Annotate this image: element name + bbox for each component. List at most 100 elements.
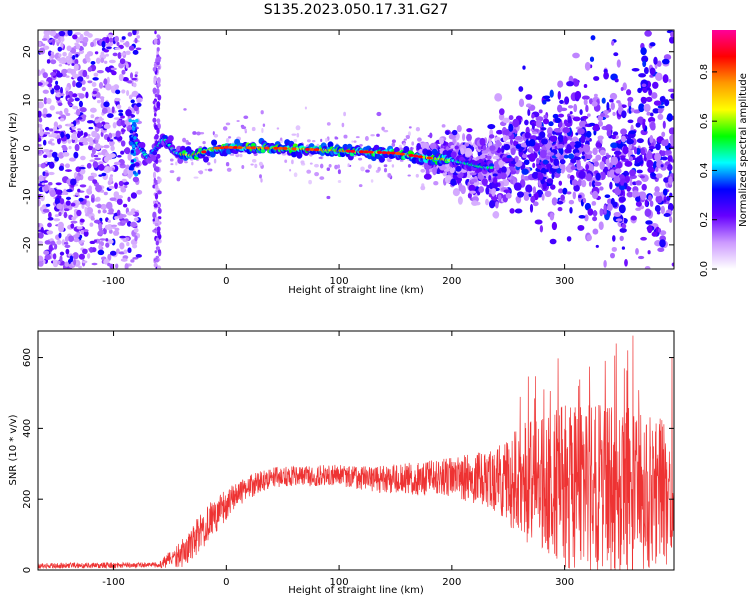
- spectrogram-cell: [665, 149, 672, 155]
- spectrogram-ridge-cell: [131, 144, 136, 148]
- spectrogram-cell: [130, 192, 137, 199]
- spectrogram-cell: [581, 95, 590, 100]
- spectrogram-cell: [130, 221, 138, 228]
- spectrogram-cell: [50, 54, 55, 59]
- spectrogram-cell: [59, 86, 64, 94]
- spectrogram-cell: [103, 49, 110, 53]
- spectrogram-cell: [226, 167, 232, 172]
- spectrogram-cell: [222, 126, 228, 131]
- spectrogram-cell: [571, 179, 578, 187]
- spectrogram-cell: [289, 168, 292, 172]
- spectrogram-ridge-cell: [395, 151, 401, 155]
- spectrogram-cell: [121, 220, 127, 224]
- spectrogram-cell: [108, 229, 113, 234]
- spectrogram-cell: [604, 194, 611, 199]
- spectrogram-cell: [593, 93, 598, 98]
- spectrogram-cell: [56, 70, 61, 76]
- spectrogram-cell: [403, 138, 407, 141]
- spectrogram-cell: [452, 188, 460, 197]
- spectrogram-cell: [202, 141, 206, 145]
- spectrogram-cell: [328, 163, 332, 168]
- spectrogram-cell: [260, 178, 263, 183]
- spectrogram-cell: [136, 102, 142, 108]
- spectrogram-cell: [70, 178, 77, 186]
- spectrogram-cell: [635, 196, 641, 202]
- spectrogram-cell: [635, 122, 641, 128]
- spectrogram-cell: [420, 185, 426, 191]
- spectrogram-cell: [542, 99, 547, 105]
- spectrogram-cell: [42, 107, 48, 115]
- spectrogram-cell: [77, 188, 81, 193]
- colorbar-tick-label: 0.6: [699, 113, 710, 129]
- spectrogram-ridge-cell: [203, 156, 209, 163]
- snr-y-tick-label: 400: [22, 419, 33, 438]
- spectrogram-cell: [617, 139, 622, 144]
- spectrogram-cell: [157, 178, 161, 185]
- spectrogram-cell: [78, 265, 82, 269]
- spectrogram-ridge-cell: [132, 121, 136, 126]
- spectrogram-cell: [81, 260, 88, 264]
- spectrogram-cell: [642, 60, 647, 68]
- spectrogram-cell: [595, 154, 602, 161]
- spectrogram-cell: [187, 142, 192, 145]
- spectrogram-cell: [648, 145, 656, 150]
- spectrogram-cell: [47, 216, 54, 221]
- spectrogram-cell: [370, 179, 374, 183]
- spectrogram-cell: [77, 76, 84, 82]
- spectrogram-cell: [103, 191, 108, 196]
- spectrogram-cell: [293, 172, 298, 178]
- spectrogram-cell: [536, 164, 542, 170]
- spectrogram-cell: [73, 151, 79, 159]
- spectrogram-cell: [236, 119, 240, 123]
- spectrogram-cell: [343, 111, 347, 117]
- spectrogram-cell: [611, 40, 615, 46]
- spectrogram-cell: [593, 76, 600, 81]
- spectrogram-cell: [632, 155, 636, 161]
- spectrogram-cell: [557, 134, 564, 143]
- spectrogram-cell: [518, 86, 524, 92]
- spectrogram-cell: [326, 122, 331, 126]
- spectrogram-cell: [573, 103, 578, 113]
- spectrogram-cell: [52, 259, 59, 264]
- spectrogram-cell: [58, 53, 62, 57]
- spectrogram-cell: [545, 98, 551, 102]
- spectrogram-cell: [573, 138, 580, 142]
- spectrogram-cell: [612, 235, 616, 242]
- spectrogram-cell: [488, 199, 496, 209]
- spectrogram-cell: [514, 136, 523, 141]
- spectrogram-cell: [591, 101, 598, 107]
- spectrogram-cell: [92, 179, 98, 184]
- spectrogram-cell: [61, 144, 67, 149]
- spectrogram-cell: [38, 101, 44, 109]
- spectrogram-cell: [603, 71, 609, 80]
- spectrogram-cell: [130, 99, 135, 104]
- spectrogram-cell: [319, 176, 325, 180]
- spectrogram-cell: [580, 135, 586, 144]
- spectrogram-cell: [243, 115, 249, 120]
- spectrogram-cell: [54, 39, 60, 43]
- spectrogram-cell: [573, 184, 580, 192]
- spectrogram-ridge-cell: [167, 135, 174, 142]
- spectrogram-cell: [125, 237, 130, 241]
- spectrogram-cell: [42, 149, 50, 153]
- spectrogram-cell: [114, 47, 121, 50]
- spectrogram-cell: [640, 147, 646, 156]
- spectrogram-cell: [48, 181, 53, 186]
- spectrogram-cell: [153, 78, 157, 85]
- spectrogram-cell: [613, 52, 619, 57]
- spectrogram-cell: [176, 177, 181, 182]
- spectrogram-cell: [411, 141, 415, 146]
- spectrogram-cell: [43, 250, 50, 255]
- spectrogram-cell: [90, 60, 96, 65]
- spectrogram-cell: [157, 265, 162, 269]
- spectrogram-cell: [445, 130, 450, 135]
- spectrogram-cell: [485, 186, 490, 195]
- spectrogram-cell: [154, 258, 160, 263]
- spectrogram-cell: [156, 61, 160, 66]
- spectrogram-cell: [43, 97, 48, 105]
- spectrogram-cell: [492, 210, 500, 219]
- spectrogram-cell: [498, 108, 505, 116]
- spectrogram-cell: [241, 126, 247, 130]
- spectrogram-cell: [78, 166, 86, 170]
- spectrogram-cell: [502, 117, 510, 123]
